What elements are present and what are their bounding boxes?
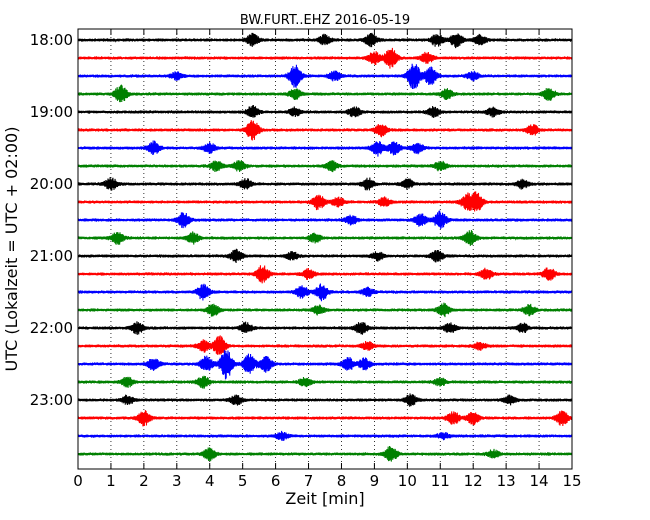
seismogram-traces xyxy=(77,32,573,462)
x-tick-label-11: 11 xyxy=(431,472,450,490)
x-tick-label-14: 14 xyxy=(530,472,549,490)
y-axis-label: UTC (Lokalzeit = UTC + 02:00) xyxy=(2,127,21,372)
trace-2045 xyxy=(77,230,573,246)
y-tick-label-2100: 21:00 xyxy=(30,247,73,265)
trace-2345 xyxy=(77,446,573,462)
trace-1815 xyxy=(77,47,573,69)
trace-2300 xyxy=(77,393,573,407)
x-tick-label-8: 8 xyxy=(337,472,347,490)
trace-1800 xyxy=(77,32,573,49)
trace-1945 xyxy=(77,160,573,173)
trace-1900 xyxy=(77,104,573,118)
trace-1830 xyxy=(77,63,573,89)
y-tick-label-1800: 18:00 xyxy=(30,31,73,49)
trace-2015 xyxy=(77,191,573,212)
x-tick-label-15: 15 xyxy=(562,472,581,490)
x-tick-label-0: 0 xyxy=(73,472,83,490)
x-tick-label-9: 9 xyxy=(370,472,380,490)
y-tick-label-2000: 20:00 xyxy=(30,175,73,193)
plot-frame xyxy=(77,28,573,470)
trace-2330 xyxy=(77,430,573,442)
trace-1845 xyxy=(77,84,573,103)
x-tick-label-6: 6 xyxy=(271,472,281,490)
trace-2200 xyxy=(77,321,573,335)
trace-2245 xyxy=(77,375,573,389)
y-tick-label-2200: 22:00 xyxy=(30,319,73,337)
trace-2130 xyxy=(77,283,573,302)
trace-2315 xyxy=(77,410,573,427)
y-tick-label-2300: 23:00 xyxy=(30,391,73,409)
chart-title: BW.FURT..EHZ 2016-05-19 xyxy=(240,13,410,28)
x-tick-label-13: 13 xyxy=(497,472,516,490)
x-tick-label-4: 4 xyxy=(205,472,215,490)
x-tick-label-1: 1 xyxy=(106,472,116,490)
x-tick-label-10: 10 xyxy=(398,472,417,490)
trace-2115 xyxy=(77,265,573,284)
x-tick-label-7: 7 xyxy=(304,472,314,490)
x-tick-label-2: 2 xyxy=(139,472,149,490)
axis-ticks: 0 1 2 3 4 5 6 7 8 9 10 11 12 13 14 1518:0019:0020:0021:… xyxy=(30,29,582,490)
trace-1915 xyxy=(77,120,573,141)
x-tick-label-3: 3 xyxy=(172,472,182,490)
trace-2000 xyxy=(77,177,573,191)
trace-2030 xyxy=(77,210,573,229)
trace-1930 xyxy=(77,140,573,157)
trace-2145 xyxy=(77,302,573,318)
y-tick-label-1900: 19:00 xyxy=(30,103,73,121)
x-tick-label-12: 12 xyxy=(464,472,483,490)
trace-2230 xyxy=(77,350,573,380)
trace-2100 xyxy=(77,248,573,264)
x-tick-label-5: 5 xyxy=(238,472,248,490)
x-axis-label: Zeit [min] xyxy=(285,489,364,508)
trace-2215 xyxy=(77,335,573,355)
